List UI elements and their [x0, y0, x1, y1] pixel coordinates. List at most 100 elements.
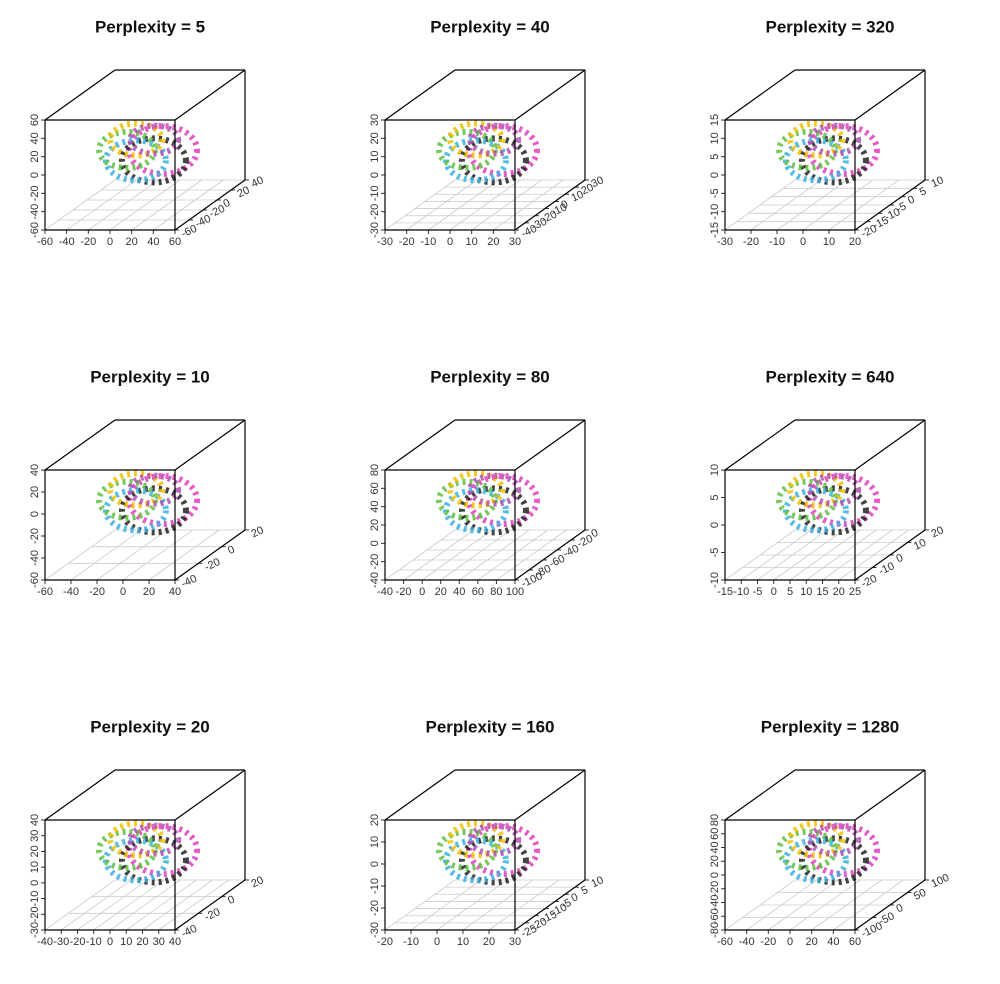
x-tick-label: 0 — [107, 936, 113, 948]
y-tick-label: 40 — [249, 174, 265, 190]
grid-line — [44, 529, 116, 581]
z-tick-label: 0 — [709, 872, 721, 878]
z-tick-label: -10 — [369, 878, 381, 894]
chart-title: Perplexity = 640 — [765, 367, 894, 386]
point-cloud — [782, 837, 849, 884]
grid-line — [410, 879, 482, 931]
grid-line — [421, 529, 493, 581]
y-tick-label: 0 — [589, 527, 600, 540]
y-tick-label: 10 — [569, 189, 585, 205]
z-tick-label: 10 — [29, 861, 41, 873]
y-tick-label: 20 — [235, 184, 251, 200]
z-tick-label: -5 — [709, 188, 721, 198]
grid-line — [109, 879, 181, 931]
y-tick-label: 0 — [226, 544, 237, 557]
z-tick-label: 60 — [29, 114, 41, 126]
cube-edge — [854, 69, 926, 121]
point-cloud — [798, 835, 869, 886]
x-tick-label: -15 — [717, 586, 733, 598]
grid-line — [153, 179, 224, 231]
x-tick-label: -30 — [717, 236, 733, 248]
x-tick-label: -60 — [37, 586, 53, 598]
z-tick-label: 10 — [369, 836, 381, 848]
grid-line — [148, 529, 220, 581]
z-tick-label: 80 — [709, 814, 721, 826]
y-tick-label: 20 — [579, 181, 595, 197]
z-tick-label: 5 — [709, 154, 721, 160]
x-tick-label: -40 — [739, 936, 755, 948]
x-tick-label: 10 — [800, 586, 812, 598]
chart-title: Perplexity = 40 — [430, 17, 550, 36]
x-tick-label: -10 — [733, 586, 749, 598]
z-tick-label: -20 — [369, 900, 381, 916]
cube-edge — [384, 769, 456, 821]
point-cloud — [807, 822, 862, 857]
point-cloud — [102, 837, 169, 884]
point-cloud — [458, 835, 529, 886]
point-cloud — [787, 820, 846, 859]
y-tick-label: 0 — [569, 891, 580, 904]
chart-title: Perplexity = 5 — [95, 17, 205, 36]
grid-line — [77, 879, 148, 931]
z-tick-label: -20 — [709, 881, 721, 897]
z-tick-label: -20 — [369, 204, 381, 220]
x-tick-label: -10 — [769, 236, 785, 248]
grid-line — [440, 529, 511, 581]
point-cloud — [436, 478, 499, 521]
x-tick-label: -20 — [396, 586, 412, 598]
point-cloud — [442, 487, 509, 534]
grid-line — [449, 179, 521, 231]
x-tick-label: -40 — [63, 586, 79, 598]
chart-title: Perplexity = 320 — [765, 17, 894, 36]
cube-edge — [44, 419, 116, 471]
point-cloud — [107, 120, 166, 159]
cube-edge — [724, 69, 796, 121]
x-tick-label: 20 — [143, 586, 155, 598]
x-tick-label: 80 — [490, 586, 502, 598]
y-tick-label: 0 — [221, 197, 232, 210]
grid-line — [403, 529, 474, 581]
x-tick-label: 30 — [153, 936, 165, 948]
point-cloud — [442, 837, 509, 884]
x-tick-label: -60 — [37, 236, 53, 248]
z-tick-label: -5 — [709, 548, 721, 558]
z-tick-label: 60 — [709, 828, 721, 840]
z-tick-label: 20 — [29, 486, 41, 498]
z-tick-label: 80 — [369, 464, 381, 476]
cube-edge — [514, 769, 586, 821]
cube-edge — [174, 879, 246, 931]
cube-edge — [514, 419, 586, 471]
x-tick-label: 5 — [787, 586, 793, 598]
point-cloud — [458, 485, 529, 536]
z-tick-label: 10 — [369, 151, 381, 163]
x-tick-label: -30 — [53, 936, 69, 948]
z-tick-label: -20 — [369, 554, 381, 570]
grid-line — [70, 529, 142, 581]
x-tick-label: -20 — [760, 936, 776, 948]
chart-title: Perplexity = 20 — [90, 717, 210, 736]
x-tick-label: -20 — [399, 236, 415, 248]
grid-line — [384, 879, 456, 931]
z-tick-label: 20 — [709, 855, 721, 867]
z-tick-label: -20 — [29, 906, 41, 922]
y-tick-label: 5 — [579, 884, 590, 897]
x-tick-label: 40 — [169, 586, 181, 598]
grid-line — [459, 529, 530, 581]
grid-line — [406, 179, 477, 231]
grid-line — [44, 179, 116, 231]
x-tick-label: 30 — [509, 236, 521, 248]
grid-line — [488, 879, 560, 931]
point-cloud — [807, 122, 862, 157]
z-tick-label: 20 — [369, 132, 381, 144]
z-tick-label: 0 — [29, 880, 41, 886]
z-tick-label: 0 — [369, 540, 381, 546]
cube-edge — [384, 69, 456, 121]
z-tick-label: 0 — [29, 511, 41, 517]
x-tick-label: 20 — [806, 936, 818, 948]
y-tick-label: 10 — [912, 537, 928, 553]
point-cloud — [96, 828, 159, 871]
z-tick-label: -10 — [709, 204, 721, 220]
x-tick-label: 0 — [419, 586, 425, 598]
point-cloud — [102, 487, 169, 534]
